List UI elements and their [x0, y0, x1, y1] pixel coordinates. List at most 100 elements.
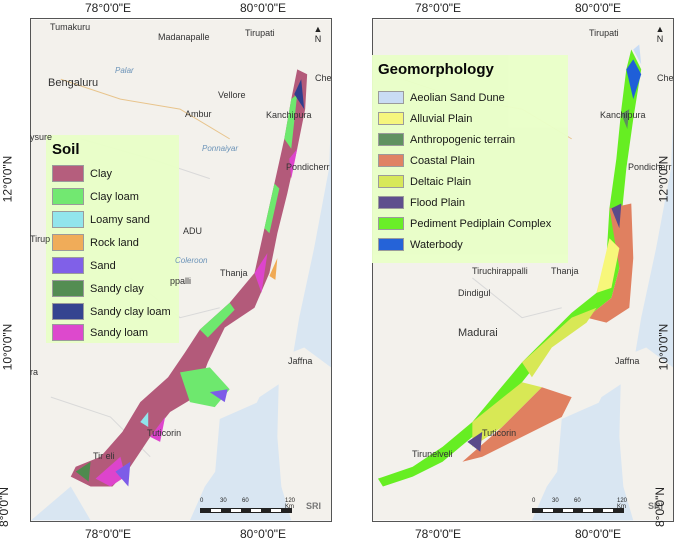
- place-thanja: Thanja: [220, 268, 248, 278]
- place-ambur: Ambur: [185, 109, 212, 119]
- legend-label: Sand: [90, 259, 116, 272]
- place-che: Che: [315, 73, 332, 83]
- lon-label: 80°0'0"E: [575, 1, 622, 15]
- geomorphology-legend: Geomorphology Aeolian Sand Dune Alluvial…: [372, 55, 568, 263]
- lon-label: 78°0'0"E: [415, 527, 462, 541]
- lat-label: 12°0'0"N: [656, 155, 671, 203]
- lat-label: 12°0'0"N: [0, 155, 15, 203]
- legend-label: Loamy sand: [90, 213, 150, 226]
- legend-item-sand: Sand: [52, 257, 116, 274]
- legend-label: Flood Plain: [410, 196, 466, 209]
- swatch-anthropogenic-terrain: [378, 133, 404, 146]
- legend-label: Clay: [90, 167, 113, 180]
- label-sri: SRI: [306, 501, 322, 511]
- legend-item-waterbody: Waterbody: [378, 238, 463, 251]
- label-coleroon: Coleroon: [175, 256, 208, 265]
- swatch-rock-land: [52, 234, 84, 251]
- place-thanja: Thanja: [551, 266, 579, 276]
- place-tirupati: Tirupati: [589, 28, 619, 38]
- legend-item-alluvial-plain: Alluvial Plain: [378, 112, 472, 125]
- legend-item-clay-loam: Clay loam: [52, 188, 139, 205]
- place-pondicherry: Pondicherr: [286, 162, 330, 172]
- scale-tick: 120 Km: [617, 498, 628, 510]
- legend-label: Anthropogenic terrain: [410, 133, 516, 146]
- swatch-sandy-clay: [52, 280, 84, 297]
- legend-label: Sandy clay: [90, 282, 144, 295]
- place-tuticorin: Tuticorin: [482, 428, 517, 438]
- swatch-waterbody: [378, 238, 404, 251]
- legend-item-sandy-loam: Sandy loam: [52, 324, 148, 341]
- place-jaffna: Jaffna: [615, 356, 640, 366]
- place-tirupati: Tirupati: [245, 28, 275, 38]
- legend-label: Sandy loam: [90, 326, 149, 339]
- north-arrow-icon: ▲ N: [310, 24, 326, 44]
- place-tumakuru: Tumakuru: [50, 22, 91, 32]
- swatch-clay-loam: [52, 188, 84, 205]
- legend-item-rock-land: Rock land: [52, 234, 139, 251]
- swatch-sandy-clay-loam: [52, 303, 84, 320]
- scale-bar: 0 30 60 120 Km: [532, 498, 632, 514]
- lat-label: 10°0'0"N: [0, 323, 15, 371]
- scale-tick: 30: [552, 498, 559, 504]
- scale-tick: 60: [574, 498, 581, 504]
- place-jaffna: Jaffna: [288, 356, 313, 366]
- place-adu: ADU: [183, 226, 203, 236]
- geomorphology-map-panel: Geomorphology Aeolian Sand Dune Alluvial…: [372, 18, 674, 522]
- legend-label: Rock land: [90, 236, 139, 249]
- lat-label: 8°0'0"N: [653, 486, 668, 528]
- place-tirunelveli: Tir eli: [93, 451, 115, 461]
- legend-label: Sandy clay loam: [90, 305, 171, 318]
- place-tiruchirappalli: Tiruchirappalli: [472, 266, 528, 276]
- legend-label: Waterbody: [410, 238, 463, 251]
- swatch-sandy-loam: [52, 324, 84, 341]
- legend-item-coastal-plain: Coastal Plain: [378, 154, 475, 167]
- place-dindigul: Dindigul: [458, 288, 491, 298]
- place-kanchipura: Kanchipura: [266, 110, 312, 120]
- swatch-aeolian-sand-dune: [378, 91, 404, 104]
- legend-label: Pediment Pediplain Complex: [410, 217, 552, 230]
- place-madanapalle: Madanapalle: [158, 32, 210, 42]
- lon-label: 80°0'0"E: [575, 527, 622, 541]
- place-tirunelveli: Tirunelveli: [412, 449, 453, 459]
- legend-label: Alluvial Plain: [410, 112, 473, 125]
- legend-item-anthropogenic-terrain: Anthropogenic terrain: [378, 133, 515, 146]
- place-ppalli: ppalli: [170, 276, 192, 286]
- lat-label: 10°0'0"N: [656, 323, 671, 371]
- label-palar: Palar: [115, 66, 134, 75]
- lon-label: 78°0'0"E: [85, 1, 132, 15]
- legend-label: Aeolian Sand Dune: [410, 91, 505, 104]
- north-label: N: [314, 34, 322, 44]
- scale-bar: 0 30 60 120 Km: [200, 498, 300, 514]
- north-label: N: [656, 34, 664, 44]
- place-bengaluru: Bengaluru: [48, 77, 99, 89]
- place-vellore: Vellore: [218, 90, 246, 100]
- scale-tick: 60: [242, 498, 249, 504]
- scale-tick: 30: [220, 498, 227, 504]
- place-mysure: ysure: [30, 132, 53, 142]
- legend-label: Clay loam: [90, 190, 139, 203]
- legend-item-sandy-clay: Sandy clay: [52, 280, 144, 297]
- place-ra: ra: [30, 367, 39, 377]
- label-sri: SRI: [648, 501, 664, 511]
- legend-item-pediment-pediplain-complex: Pediment Pediplain Complex: [378, 217, 551, 230]
- scale-tick: 0: [200, 498, 204, 504]
- place-tirup: Tirup: [30, 234, 51, 244]
- soil-legend: Soil Clay Clay loam Loamy sand Rock land…: [46, 135, 179, 343]
- lon-label: 78°0'0"E: [415, 1, 462, 15]
- swatch-loamy-sand: [52, 211, 84, 228]
- soil-map: [30, 18, 332, 522]
- place-pondicherry: Pondicherr: [628, 162, 672, 172]
- legend-label: Deltaic Plain: [410, 175, 472, 188]
- lon-label: 80°0'0"E: [240, 1, 287, 15]
- place-madurai: Madurai: [458, 327, 498, 339]
- lat-label: 8°0'0"N: [0, 486, 12, 528]
- legend-label: Coastal Plain: [410, 154, 475, 167]
- label-ponnaiyar: Ponnaiyar: [202, 144, 239, 153]
- legend-item-aeolian-sand-dune: Aeolian Sand Dune: [378, 91, 505, 104]
- north-arrow-icon: ▲ N: [652, 24, 668, 44]
- place-che: Che: [657, 73, 674, 83]
- swatch-clay: [52, 165, 84, 182]
- soil-legend-title: Soil: [52, 141, 80, 158]
- swatch-deltaic-plain: [378, 175, 404, 188]
- place-kanchipura: Kanchipura: [600, 110, 646, 120]
